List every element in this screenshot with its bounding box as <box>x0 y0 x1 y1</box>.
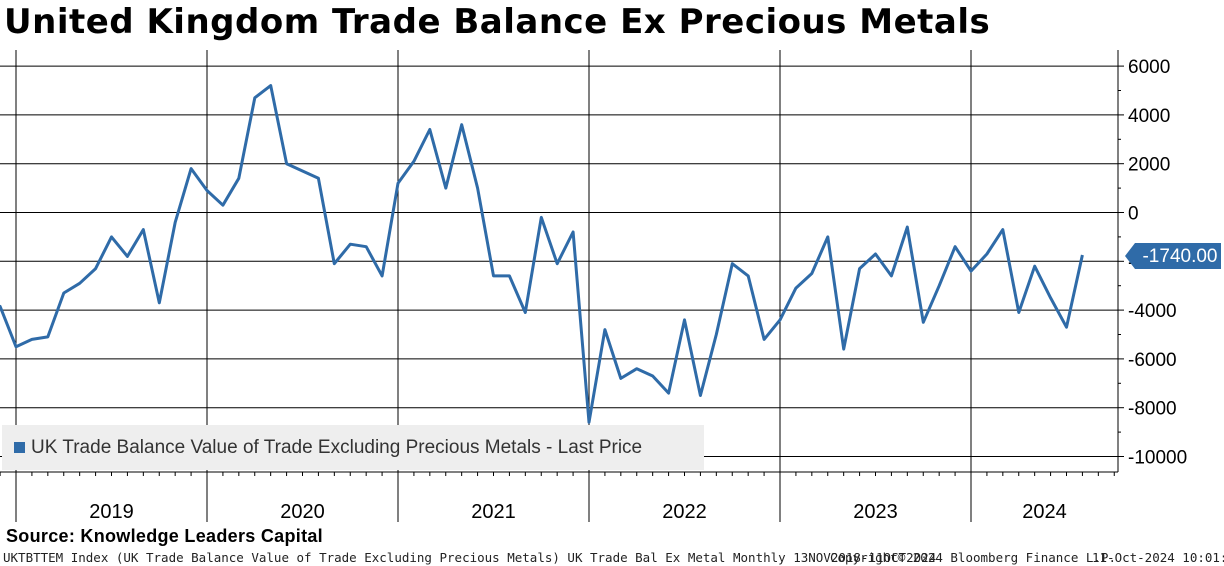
y-tick-label: 6000 <box>1128 57 1170 78</box>
x-tick-label: 2023 <box>853 501 898 523</box>
y-tick-label: 4000 <box>1128 106 1170 127</box>
x-tick-label: 2022 <box>662 501 707 523</box>
y-tick-label: -8000 <box>1128 399 1177 420</box>
y-axis-ticks <box>0 65 1124 476</box>
series-line <box>0 84 1084 424</box>
y-tick-label: 0 <box>1128 204 1139 225</box>
x-axis-labels: 2019 2020 2021 2022 2023 2024 <box>89 501 1067 523</box>
legend-swatch <box>14 442 25 453</box>
x-tick-label: 2021 <box>471 501 516 523</box>
y-tick-label: -4000 <box>1128 301 1177 322</box>
x-tick-label: 2020 <box>280 501 325 523</box>
source-label: Source: Knowledge Leaders Capital <box>6 526 323 546</box>
series-group <box>0 84 1084 424</box>
y-tick-label: -10000 <box>1128 448 1187 469</box>
y-tick-label: 2000 <box>1128 155 1170 176</box>
x-tick-label: 2019 <box>89 501 134 523</box>
footer-copyright: Copyright© 2024 Bloomberg Finance L.P. <box>830 550 1116 565</box>
footer-ticker: UKTBTTEM Index (UK Trade Balance Value o… <box>3 550 937 565</box>
x-tick-label: 2024 <box>1022 501 1067 523</box>
last-price-label: -1740.00 <box>1142 246 1217 267</box>
legend: UK Trade Balance Value of Trade Excludin… <box>2 425 704 470</box>
y-tick-label: -6000 <box>1128 350 1177 371</box>
chart-title: United Kingdom Trade Balance Ex Precious… <box>4 2 991 42</box>
footer-timestamp: 11-Oct-2024 10:01:14 <box>1092 550 1224 565</box>
last-price-marker: -1740.00 <box>1125 243 1221 269</box>
legend-label: UK Trade Balance Value of Trade Excludin… <box>31 436 643 458</box>
